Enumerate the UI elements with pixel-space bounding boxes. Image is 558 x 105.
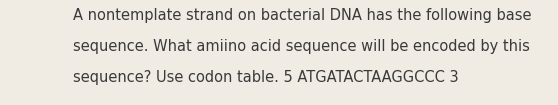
Text: sequence? Use codon table. 5 ATGATACTAAGGCCC 3: sequence? Use codon table. 5 ATGATACTAAG… — [73, 70, 458, 85]
Text: sequence. What amiino acid sequence will be encoded by this: sequence. What amiino acid sequence will… — [73, 39, 530, 54]
Text: A nontemplate strand on bacterial DNA has the following base: A nontemplate strand on bacterial DNA ha… — [73, 8, 531, 23]
